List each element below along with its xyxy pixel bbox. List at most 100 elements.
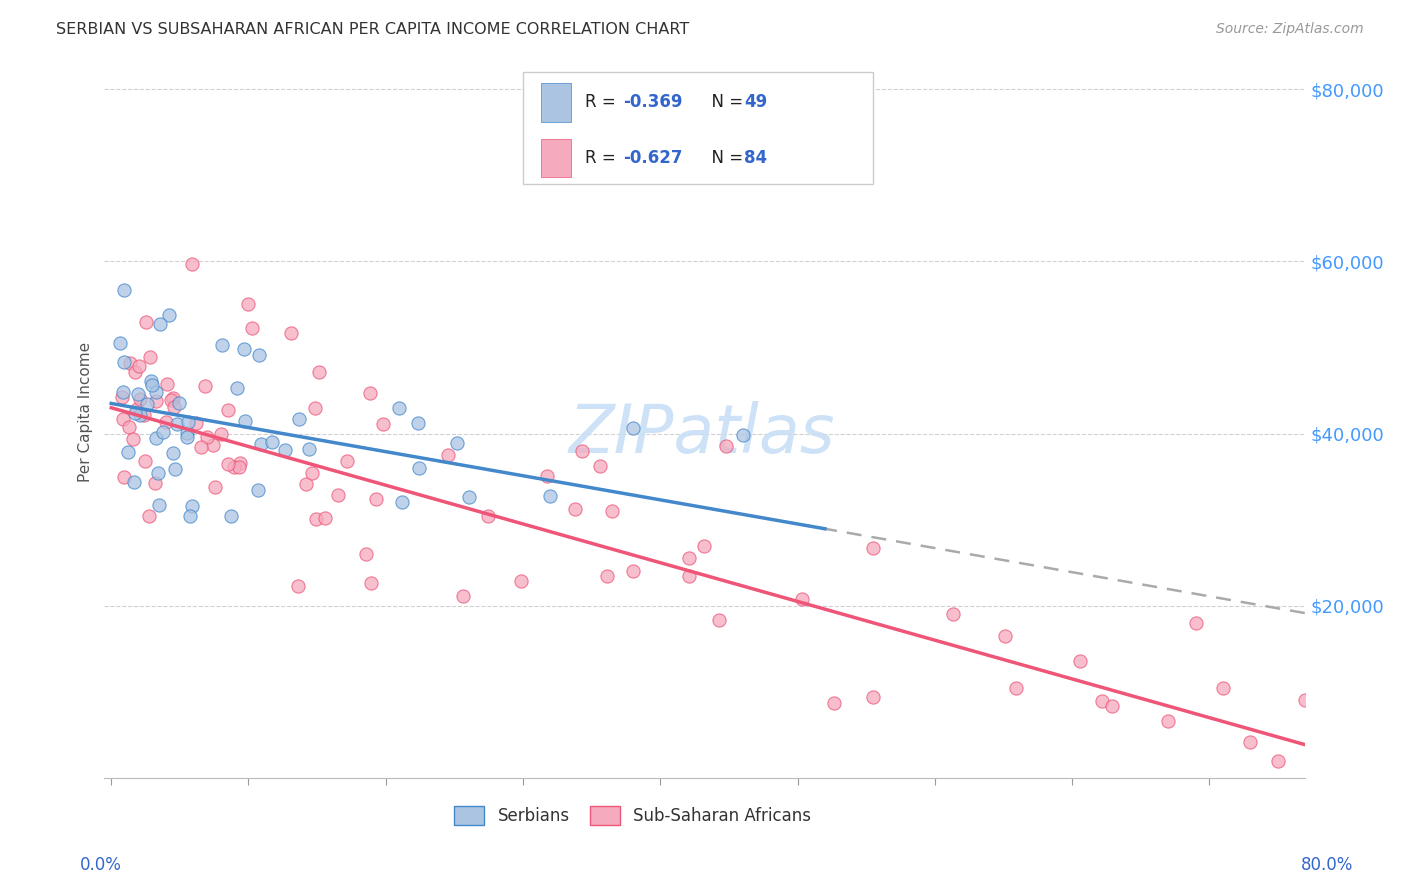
Point bbox=[287, 579, 309, 593]
Text: 84: 84 bbox=[744, 149, 768, 167]
Point bbox=[731, 428, 754, 442]
Point bbox=[391, 495, 413, 509]
Point bbox=[1005, 681, 1028, 695]
Point bbox=[373, 417, 395, 431]
Point bbox=[209, 426, 232, 441]
Point bbox=[600, 504, 623, 518]
Text: Source: ZipAtlas.com: Source: ZipAtlas.com bbox=[1216, 22, 1364, 37]
Point bbox=[678, 551, 700, 566]
Point bbox=[195, 430, 218, 444]
Point bbox=[228, 456, 250, 470]
Point bbox=[162, 446, 184, 460]
Text: ZIPatlas: ZIPatlas bbox=[568, 401, 835, 467]
Text: SERBIAN VS SUBSAHARAN AFRICAN PER CAPITA INCOME CORRELATION CHART: SERBIAN VS SUBSAHARAN AFRICAN PER CAPITA… bbox=[56, 22, 689, 37]
Bar bbox=[541, 83, 571, 121]
Point bbox=[359, 386, 381, 401]
Point bbox=[1239, 735, 1261, 749]
Point bbox=[862, 690, 884, 704]
Point bbox=[1091, 694, 1114, 708]
Point bbox=[1184, 616, 1206, 631]
Point bbox=[190, 440, 212, 454]
Point bbox=[238, 297, 260, 311]
Point bbox=[162, 391, 184, 405]
Point bbox=[111, 412, 134, 426]
Point bbox=[124, 365, 146, 379]
Text: N =: N = bbox=[702, 149, 749, 167]
Point bbox=[118, 356, 141, 370]
Point bbox=[211, 338, 233, 352]
Point bbox=[145, 394, 167, 409]
Point bbox=[122, 475, 145, 489]
Point bbox=[145, 431, 167, 445]
Point bbox=[124, 406, 146, 420]
Point bbox=[678, 569, 700, 583]
Point bbox=[388, 401, 411, 415]
Y-axis label: Per Capita Income: Per Capita Income bbox=[79, 342, 93, 482]
Point bbox=[128, 359, 150, 373]
Point bbox=[204, 481, 226, 495]
Point bbox=[510, 574, 533, 588]
Point bbox=[176, 429, 198, 443]
Point bbox=[112, 355, 135, 369]
Point bbox=[536, 468, 558, 483]
Point bbox=[247, 348, 270, 362]
Point bbox=[240, 321, 263, 335]
Point bbox=[1267, 754, 1289, 768]
Point bbox=[112, 385, 135, 400]
Point bbox=[162, 400, 184, 414]
Text: 49: 49 bbox=[744, 93, 768, 112]
Point bbox=[301, 466, 323, 480]
Point bbox=[117, 445, 139, 459]
Point bbox=[128, 392, 150, 406]
Point bbox=[233, 414, 256, 428]
Point bbox=[134, 454, 156, 468]
Point bbox=[1212, 681, 1234, 696]
Point bbox=[132, 408, 155, 422]
Point bbox=[224, 460, 246, 475]
Point bbox=[179, 508, 201, 523]
Point bbox=[1294, 693, 1316, 707]
Point bbox=[194, 378, 217, 392]
Point bbox=[148, 317, 170, 331]
Point bbox=[141, 377, 163, 392]
Point bbox=[288, 412, 311, 426]
Point bbox=[596, 569, 619, 583]
Point bbox=[1157, 714, 1180, 728]
Point bbox=[128, 409, 150, 423]
Point bbox=[366, 492, 388, 507]
Point bbox=[571, 444, 593, 458]
Point bbox=[138, 508, 160, 523]
Point bbox=[693, 539, 716, 553]
Point bbox=[217, 457, 239, 471]
Point bbox=[540, 489, 562, 503]
Point bbox=[304, 401, 326, 415]
Point bbox=[141, 374, 163, 388]
Point bbox=[181, 499, 204, 513]
Point bbox=[176, 425, 198, 440]
Point bbox=[308, 365, 330, 379]
Point bbox=[790, 591, 813, 606]
Point bbox=[135, 315, 157, 329]
Point bbox=[181, 257, 204, 271]
Text: 0.0%: 0.0% bbox=[80, 855, 122, 873]
Point bbox=[146, 467, 169, 481]
Point bbox=[564, 502, 586, 516]
Point bbox=[707, 613, 730, 627]
Point bbox=[477, 509, 499, 524]
Point bbox=[163, 462, 186, 476]
Point bbox=[314, 510, 336, 524]
Point bbox=[295, 477, 318, 491]
Point bbox=[589, 458, 612, 473]
Point bbox=[127, 387, 149, 401]
Point bbox=[823, 696, 845, 710]
Point bbox=[942, 607, 965, 621]
Point bbox=[250, 437, 273, 451]
Point bbox=[458, 490, 481, 504]
Point bbox=[159, 392, 181, 407]
Point bbox=[360, 575, 382, 590]
Bar bbox=[541, 139, 571, 178]
Point bbox=[297, 442, 319, 456]
Point bbox=[156, 377, 179, 392]
Point bbox=[232, 342, 254, 356]
Point bbox=[714, 439, 737, 453]
